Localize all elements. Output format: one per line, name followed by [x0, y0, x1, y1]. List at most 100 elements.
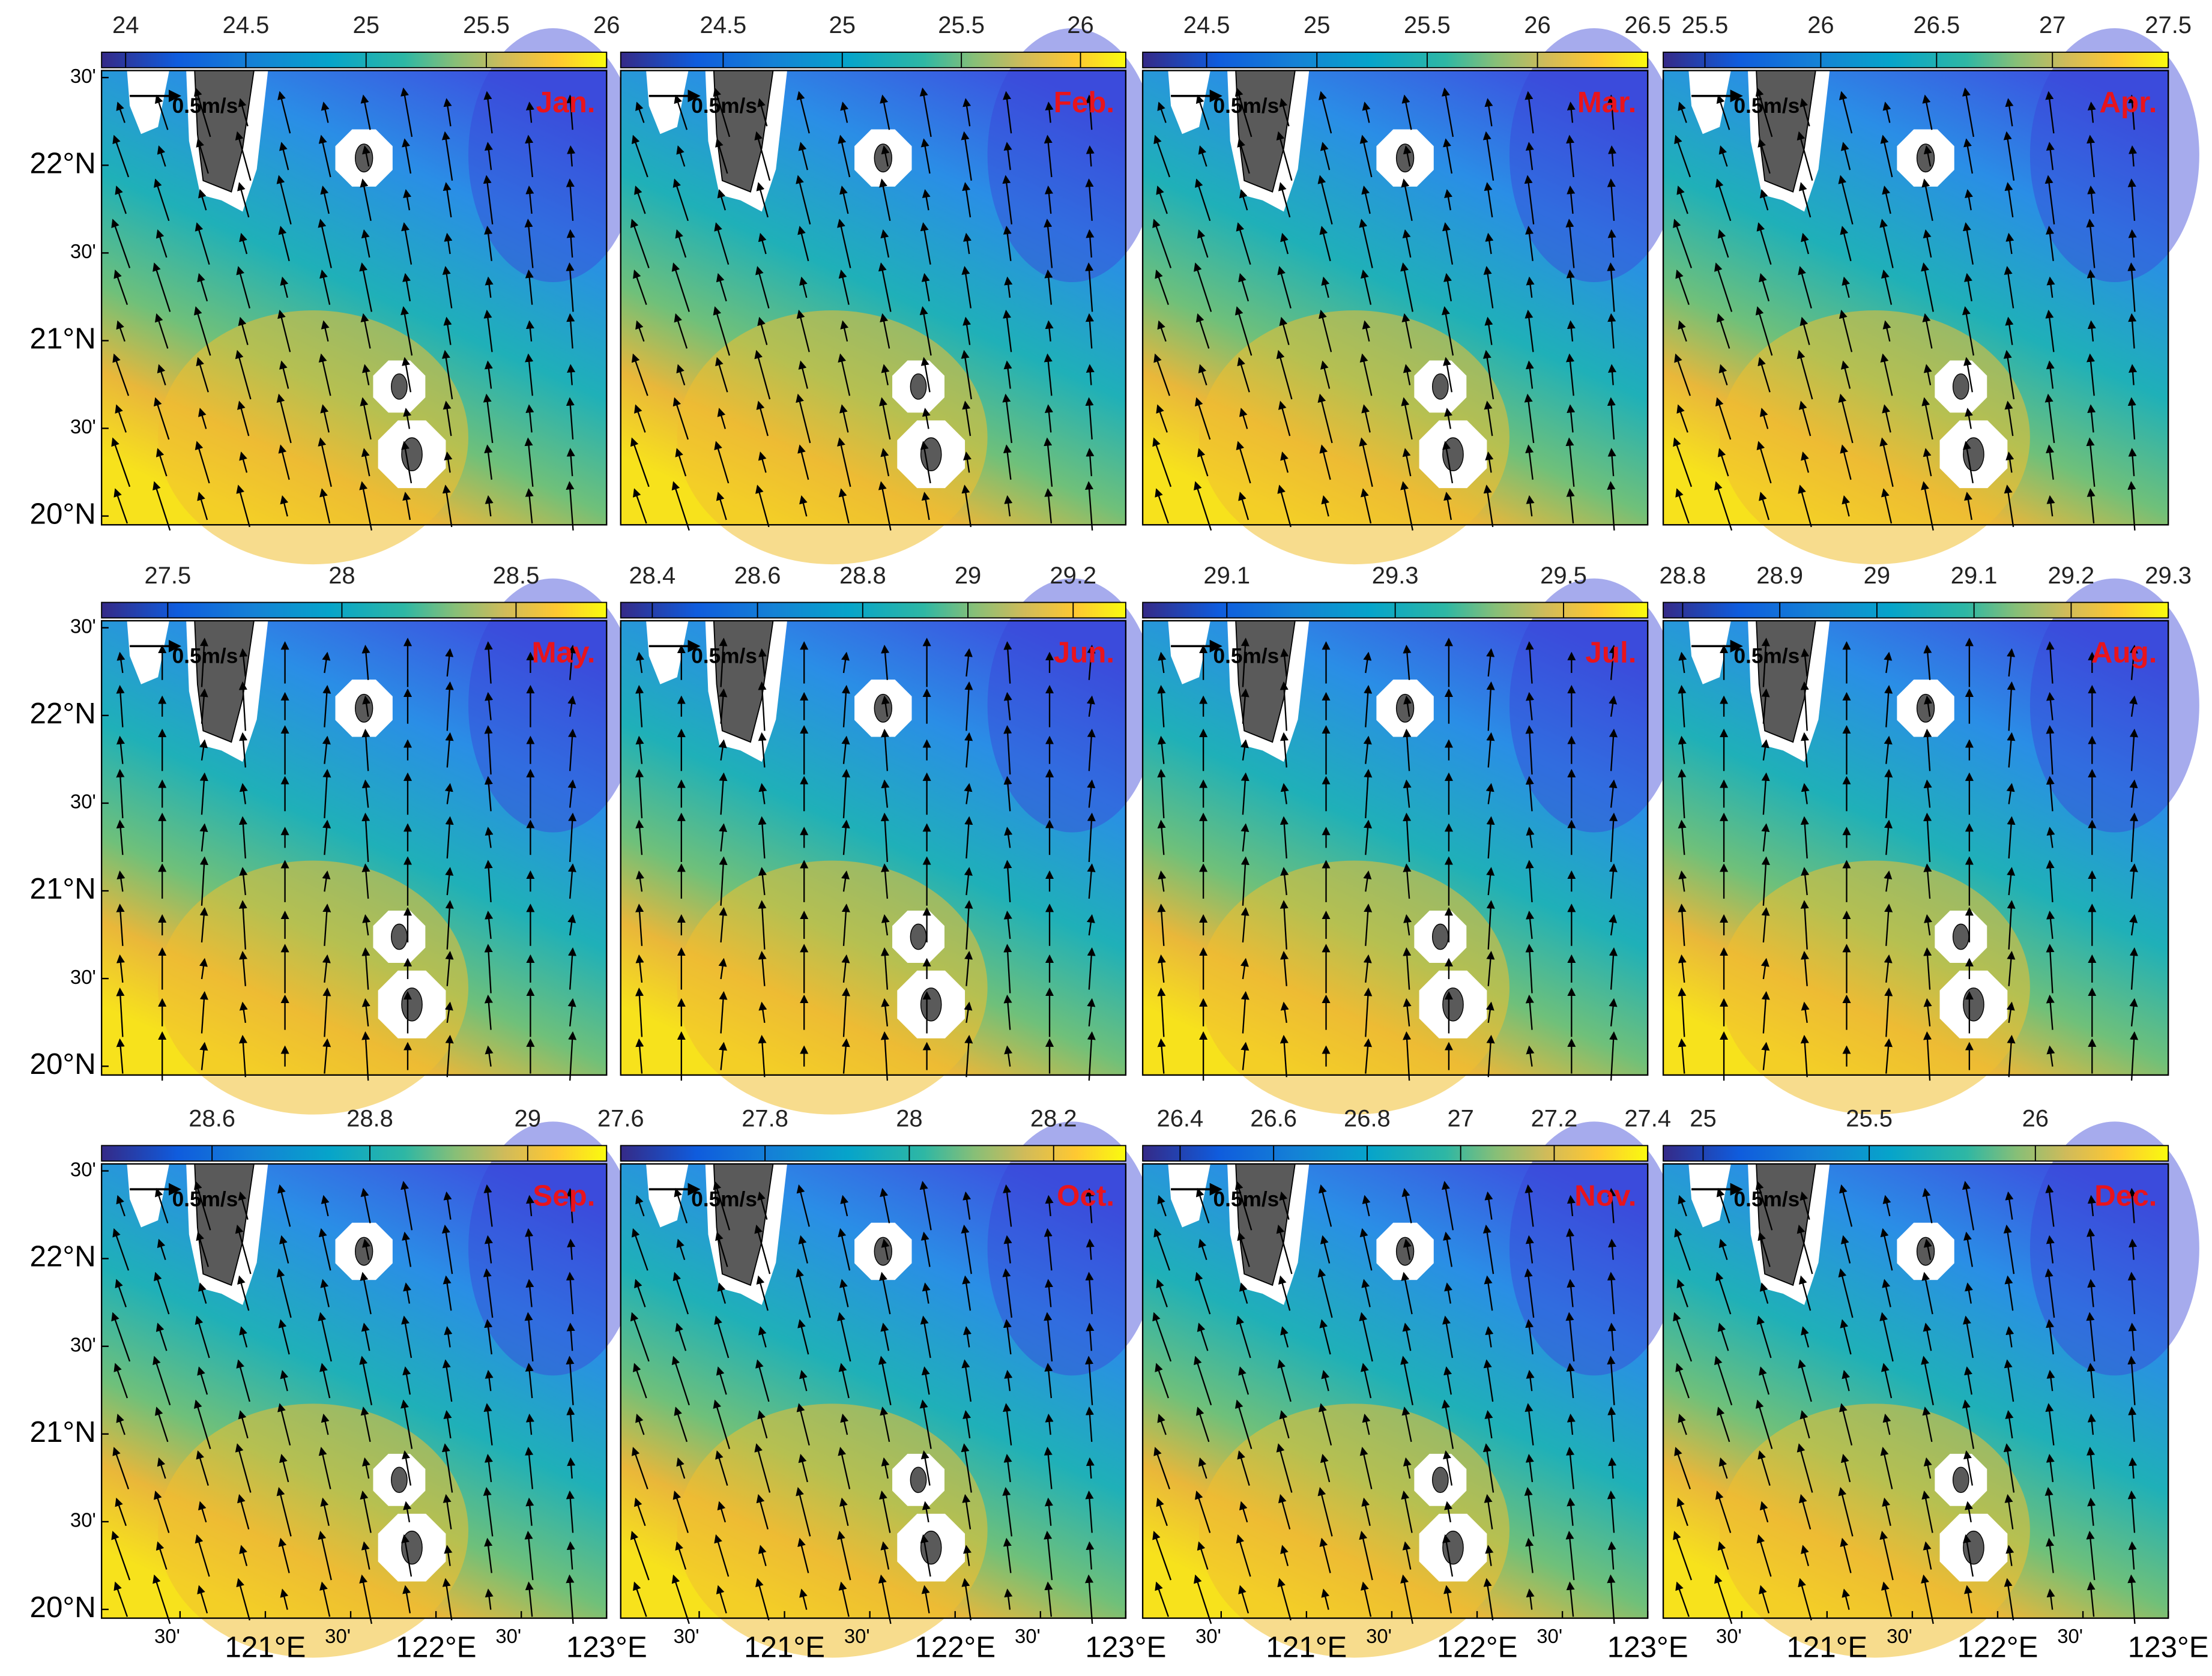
wind-arrow — [1801, 783, 1810, 804]
wind-arrow — [280, 276, 289, 298]
wind-arrow — [566, 229, 575, 258]
wind-arrow — [1362, 320, 1371, 342]
y-tick-label: 20°N — [30, 1591, 96, 1624]
map-frame — [620, 70, 1127, 526]
wind-arrow — [1756, 441, 1772, 484]
wind-arrow — [2007, 867, 2016, 896]
wind-arrow — [566, 481, 575, 531]
wind-arrow — [880, 313, 890, 349]
wind-arrow — [1194, 262, 1212, 312]
wind-arrow — [2129, 145, 2138, 167]
wind-arrow — [2086, 437, 2096, 487]
wind-arrow — [1879, 437, 1894, 487]
map-frame — [100, 619, 608, 1076]
wind-arrow — [359, 481, 373, 531]
colorbar-tick-label: 28.8 — [839, 562, 886, 589]
wind-arrow — [880, 947, 889, 990]
wind-arrow — [881, 695, 890, 717]
island — [391, 923, 408, 950]
wind-arrow — [1921, 397, 1933, 440]
wind-arrow — [1761, 688, 1770, 724]
map-panel: 0.5m/s Aug. 28.8 28.9 29 29.1 29.2 29.3 — [1660, 562, 2199, 1115]
wind-arrow — [841, 903, 850, 946]
wind-arrow — [1239, 189, 1248, 211]
wind-arrow — [797, 226, 809, 262]
wind-arrow — [2087, 404, 2096, 433]
colorbar-tick-label: 24.5 — [1183, 12, 1230, 38]
colorbar-tick-label: 28.6 — [189, 1106, 235, 1132]
wind-arrow — [714, 222, 730, 265]
x-tick-label: 30' — [1716, 1625, 1742, 1647]
wind-arrow — [1240, 739, 1249, 761]
wind-arrow — [1240, 638, 1250, 687]
wind-arrow — [1609, 863, 1618, 899]
wind-arrow — [921, 273, 930, 301]
island — [874, 143, 892, 173]
wind-arrow — [2046, 360, 2055, 389]
wind-arrow — [1566, 134, 1575, 178]
wind-arrow — [278, 444, 290, 480]
map-frame — [1141, 70, 1649, 526]
wind-arrow — [360, 397, 372, 440]
scale-label: 0.5m/s — [172, 94, 238, 118]
wind-arrow — [1609, 1031, 1618, 1081]
wind-arrow — [568, 728, 577, 771]
island — [874, 1237, 892, 1266]
wind-arrow — [2087, 269, 2096, 305]
map-panel: 0.5m/s Oct. 27.6 27.8 28 28.2 30' 121°E 30' 122°E… — [597, 1106, 1166, 1664]
wind-arrow — [484, 994, 493, 1030]
wind-arrow — [193, 87, 211, 137]
wind-arrow — [1801, 451, 1810, 473]
wind-arrow — [758, 451, 767, 473]
wind-arrow — [1798, 400, 1812, 436]
wind-arrow — [1234, 306, 1253, 356]
wind-arrow — [2087, 488, 2096, 524]
colorbar — [620, 1145, 1126, 1162]
wind-arrow — [1756, 222, 1772, 265]
wind-arrow — [1003, 725, 1012, 775]
wind-arrow — [758, 816, 767, 859]
wind-arrow — [881, 998, 890, 1026]
wind-arrow — [1716, 313, 1730, 349]
wind-arrow — [1319, 91, 1332, 134]
x-tick-label: 30' — [844, 1625, 870, 1647]
wind-arrow — [920, 441, 931, 484]
map-frame — [1662, 70, 2169, 526]
wind-arrow — [1194, 397, 1211, 440]
wind-arrow — [635, 685, 644, 728]
island — [1395, 143, 1415, 173]
wind-arrow — [635, 735, 644, 764]
colorbar-tick-label: 29.3 — [1372, 562, 1419, 589]
wind-arrow — [964, 783, 973, 804]
wind-arrow — [2004, 266, 2014, 309]
wind-arrow — [2046, 142, 2055, 170]
wind-arrow — [1678, 903, 1687, 946]
wind-arrow — [635, 903, 644, 946]
wind-arrow — [1086, 229, 1095, 258]
island — [391, 1466, 408, 1494]
wind-arrow — [199, 907, 208, 943]
x-tick-label: 30' — [1366, 1625, 1392, 1647]
wind-arrow — [153, 481, 171, 531]
wind-arrow — [1678, 870, 1687, 892]
island — [401, 987, 423, 1022]
wind-arrow — [1158, 651, 1167, 674]
wind-arrow — [1921, 481, 1934, 531]
wind-arrow — [675, 448, 687, 477]
wind-arrow — [199, 823, 208, 852]
island — [1431, 1466, 1449, 1494]
wind-arrow — [837, 219, 851, 268]
wind-arrow — [1716, 94, 1730, 130]
island — [1916, 1237, 1935, 1266]
wind-arrow — [1676, 404, 1688, 433]
y-tick-label: 20°N — [30, 1048, 96, 1081]
map-panel: 0.5m/s Feb. 24.5 25 25.5 26 — [620, 12, 1157, 565]
wind-arrow — [631, 353, 648, 396]
wind-arrow — [1882, 404, 1891, 433]
wind-arrow — [1156, 404, 1168, 433]
wind-arrow — [116, 685, 125, 728]
wind-arrow — [1884, 768, 1893, 819]
colorbar-tick-label: 27.5 — [2145, 12, 2192, 38]
wind-arrow — [1800, 1034, 1809, 1078]
wind-arrow — [1714, 481, 1733, 531]
